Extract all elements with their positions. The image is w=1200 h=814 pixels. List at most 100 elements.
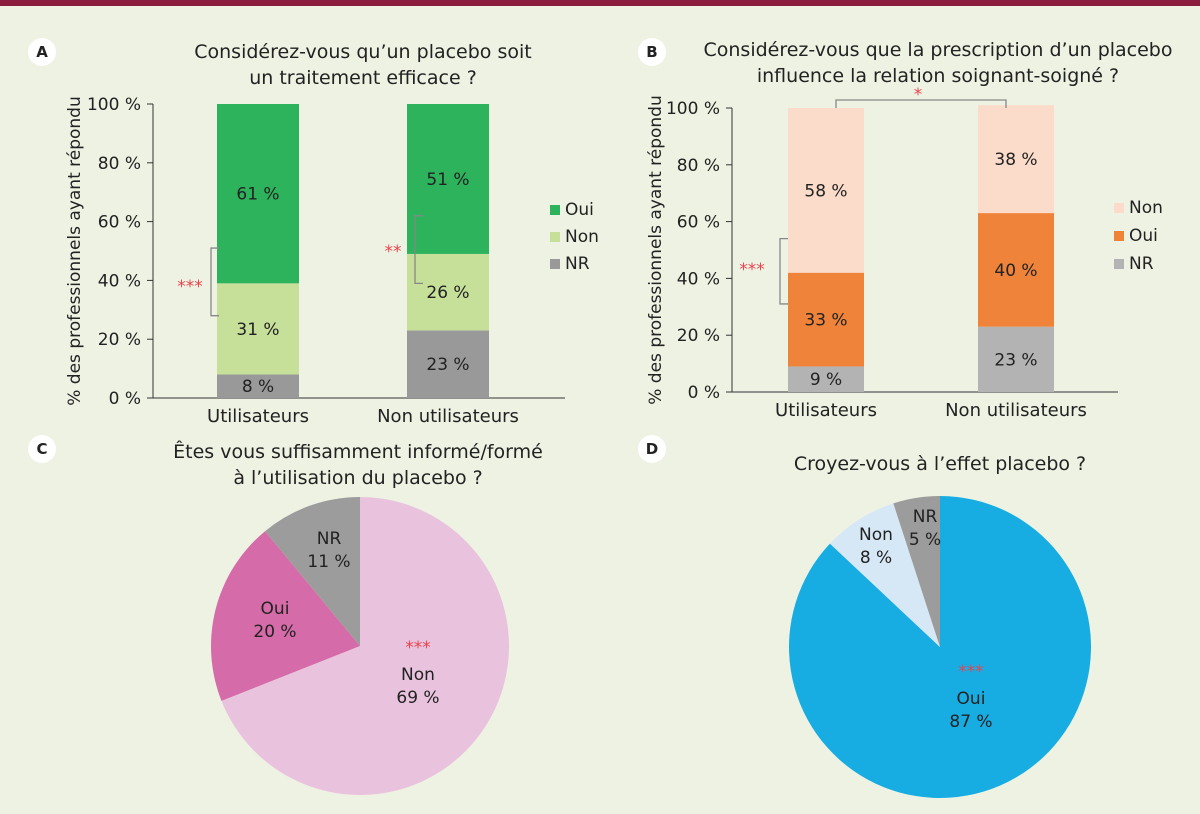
panel-b-y-tick-label: 100 % (666, 99, 720, 119)
panel-b-y-axis-label: % des professionnels ayant répondu (646, 95, 666, 405)
panel-b-bar-non-utilisateurs-oui (978, 213, 1054, 327)
panel-b-label: B (646, 43, 657, 61)
panel-b-x-tick-label: Non utilisateurs (945, 400, 1087, 421)
panel-d-slice-name-oui: Oui (957, 689, 986, 709)
panel-a-data-label: 8 % (242, 377, 274, 397)
panel-c-slice-value-oui: 20 % (253, 622, 296, 642)
panel-d-slice-value-nr: 5 % (909, 530, 941, 550)
panel-a-badge (28, 38, 56, 66)
panel-b-bar-non-utilisateurs-nr (978, 326, 1054, 392)
panel-a-legend-label-nr: NR (565, 254, 590, 274)
panel-b-legend-label-nr: NR (1129, 254, 1154, 274)
panel-a-non-utilisateurs-significance: ** (385, 242, 402, 262)
panel-a-x-tick-label: Utilisateurs (207, 406, 309, 427)
panel-a-utilisateurs-bracket (210, 247, 219, 317)
panel-c-label: C (36, 440, 47, 458)
panel-d-slice-value-non: 8 % (860, 548, 892, 568)
panel-a-legend-swatch-oui (550, 205, 560, 215)
panel-b-bar-utilisateurs-non (788, 108, 864, 273)
panel-b-x-tick-label: Utilisateurs (775, 400, 877, 421)
panel-d: D Croyez-vous à l’effet placebo ? *** Oui… (638, 435, 1091, 798)
panel-a-utilisateurs-significance: *** (177, 277, 203, 297)
panel-b-badge (638, 38, 666, 66)
panel-a-y-axis-label: % des professionnels ayant répondu (65, 96, 85, 406)
panel-b-title-line1: Considérez-vous que la prescription d’un… (703, 39, 1172, 61)
panel-b-legend-swatch-nr (1114, 259, 1124, 269)
panel-a-legend-label-non: Non (565, 227, 599, 247)
panel-a-bar-non-utilisateurs-non (407, 253, 489, 331)
panel-a-data-label: 61 % (236, 185, 279, 205)
panel-b-legend-label-oui: Oui (1129, 226, 1158, 246)
panel-a-bar-utilisateurs-oui (217, 104, 299, 284)
panel-a-legend-swatch-nr (550, 259, 560, 269)
panel-a-data-label: 26 % (426, 283, 469, 303)
panel-a-y-tick-label: 100 % (87, 95, 141, 115)
panel-b-data-label: 23 % (994, 350, 1037, 370)
panel-d-title: Croyez-vous à l’effet placebo ? (794, 453, 1086, 475)
panel-a-data-label: 31 % (236, 320, 279, 340)
panel-a-data-label: 51 % (426, 170, 469, 190)
panel-a-chart: 0 % 20 % 40 % 60 % 80 % 100 %% des profession… (65, 95, 599, 427)
panel-b-y-tick-label: 20 % (677, 326, 720, 346)
panel-a-bar-non-utilisateurs-nr (407, 330, 489, 398)
panel-b-y-tick-label: 60 % (677, 213, 720, 233)
panel-b-y-tick-label: 80 % (677, 156, 720, 176)
top-border (0, 0, 1200, 6)
panel-b-data-label: 33 % (804, 311, 847, 331)
panel-b-between-significance: * (914, 85, 923, 105)
panel-d-slice-nr (893, 496, 940, 647)
panel-a: A Considérez-vous qu’un placebo soit un … (28, 38, 599, 427)
panel-d-slice-oui (788, 496, 1091, 798)
panel-a-legend-swatch-non (550, 232, 560, 242)
panel-c-slice-value-nr: 11 % (307, 552, 350, 572)
panel-a-label: A (36, 43, 48, 61)
panel-a-bar-utilisateurs-nr (217, 374, 299, 398)
panel-d-label: D (646, 440, 658, 458)
panel-b-y-tick-label: 40 % (677, 269, 720, 289)
panel-a-y-tick-label: 80 % (98, 154, 141, 174)
panel-d-slice-value-oui: 87 % (949, 712, 992, 732)
panel-a-y-tick-label: 60 % (98, 213, 141, 233)
panel-a-non-utilisateurs-bracket (414, 215, 423, 284)
panel-c-slice-name-nr: NR (317, 529, 342, 549)
panel-c-slice-significance: *** (405, 638, 431, 658)
panel-a-title-line2: un traitement efficace ? (249, 67, 477, 89)
panel-c-slice-name-non: Non (401, 665, 435, 685)
panel-b-y-tick-label: 0 % (688, 383, 720, 403)
panel-b-legend-swatch-non (1114, 203, 1124, 213)
panel-d-slice-name-non: Non (859, 525, 893, 545)
panel-b: B Considérez-vous que la prescription d’… (638, 38, 1173, 421)
panel-c-slice-name-oui: Oui (261, 599, 290, 619)
panel-c-slice-nr (265, 497, 360, 646)
panel-d-chart: *** Oui 87 % Non 8 % NR 5 % (788, 496, 1091, 798)
panel-c-title-line2: à l’utilisation du placebo ? (233, 467, 482, 489)
panel-c-chart: *** Non 69 % Oui 20 % NR 11 % (211, 497, 509, 795)
panel-b-between-bracket (835, 99, 1007, 108)
panel-b-utilisateurs-significance: *** (739, 260, 765, 280)
panel-b-chart: 0 % 20 % 40 % 60 % 80 % 100 %% des profession… (646, 85, 1163, 421)
panel-c-slice-non (221, 497, 509, 795)
panel-a-title-line1: Considérez-vous qu’un placebo soit (194, 41, 531, 63)
panel-a-x-tick-label: Non utilisateurs (377, 406, 519, 427)
panel-b-bar-utilisateurs-oui (788, 272, 864, 367)
panel-b-data-label: 58 % (804, 181, 847, 201)
panel-d-slice-name-nr: NR (913, 507, 938, 527)
panel-a-legend-label-oui: Oui (565, 200, 594, 220)
panel-b-title-line2: influence la relation soignant-soigné ? (757, 65, 1119, 87)
panel-a-y-tick-label: 40 % (98, 271, 141, 291)
panel-a-bar-utilisateurs-non (217, 283, 299, 375)
panel-c-title-line1: Êtes vous suffisamment informé/formé (173, 440, 543, 463)
panel-d-slice-significance: *** (958, 662, 984, 682)
panel-a-bar-non-utilisateurs-oui (407, 104, 489, 254)
panel-c: C Êtes vous suffisamment informé/formé à… (28, 435, 543, 795)
panel-a-y-tick-label: 0 % (109, 389, 141, 409)
panel-d-badge (638, 435, 666, 463)
panel-c-slice-value-non: 69 % (396, 688, 439, 708)
panel-b-data-label: 40 % (994, 261, 1037, 281)
panel-b-legend-label-non: Non (1129, 198, 1163, 218)
panel-b-data-label: 9 % (810, 370, 842, 390)
panel-b-data-label: 38 % (994, 150, 1037, 170)
panel-a-data-label: 23 % (426, 355, 469, 375)
panel-b-bar-non-utilisateurs-non (978, 105, 1054, 214)
panel-d-slice-non (829, 503, 940, 647)
